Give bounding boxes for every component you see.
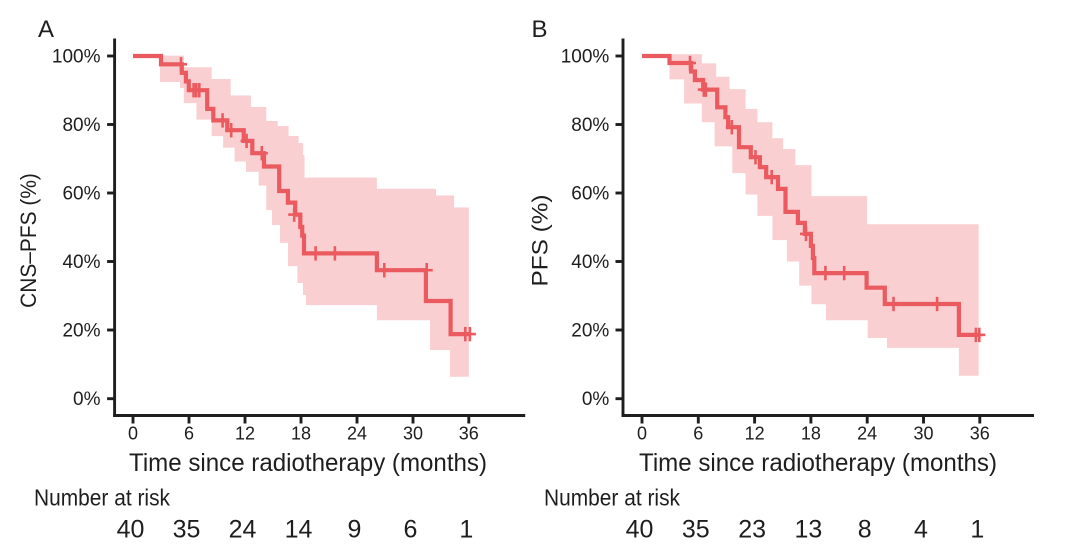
svg-text:8: 8 <box>858 516 872 544</box>
svg-text:6: 6 <box>404 516 418 544</box>
svg-text:Time since radiotherapy (month: Time since radiotherapy (months) <box>129 449 487 477</box>
svg-text:40%: 40% <box>571 252 609 273</box>
svg-text:35: 35 <box>682 516 710 544</box>
svg-text:12: 12 <box>745 424 765 444</box>
svg-text:CNS–PFS (%): CNS–PFS (%) <box>16 173 41 308</box>
svg-text:B: B <box>532 16 548 43</box>
svg-text:1: 1 <box>459 516 473 544</box>
svg-text:24: 24 <box>347 424 367 444</box>
svg-text:13: 13 <box>794 516 822 544</box>
svg-text:9: 9 <box>348 516 362 544</box>
svg-text:18: 18 <box>291 424 311 444</box>
svg-text:PFS (%): PFS (%) <box>528 195 553 287</box>
svg-text:4: 4 <box>914 516 928 544</box>
svg-text:1: 1 <box>970 516 984 544</box>
svg-text:Number at risk: Number at risk <box>544 485 680 511</box>
svg-text:80%: 80% <box>571 115 609 136</box>
svg-text:24: 24 <box>857 424 877 444</box>
svg-text:60%: 60% <box>571 183 609 204</box>
svg-text:36: 36 <box>459 424 479 444</box>
svg-text:Number at risk: Number at risk <box>34 485 170 511</box>
svg-text:30: 30 <box>403 424 423 444</box>
svg-text:40%: 40% <box>62 252 100 273</box>
svg-text:6: 6 <box>693 424 703 444</box>
svg-text:36: 36 <box>970 424 990 444</box>
svg-text:35: 35 <box>173 516 201 544</box>
svg-text:20%: 20% <box>62 320 100 341</box>
svg-text:24: 24 <box>229 516 257 544</box>
svg-text:0: 0 <box>128 424 138 444</box>
svg-text:30: 30 <box>913 424 933 444</box>
svg-text:12: 12 <box>235 424 255 444</box>
svg-text:100%: 100% <box>561 46 610 67</box>
svg-text:0%: 0% <box>73 389 101 410</box>
svg-text:Time since radiotherapy (month: Time since radiotherapy (months) <box>639 449 997 477</box>
svg-text:100%: 100% <box>52 46 101 67</box>
svg-text:40: 40 <box>626 516 654 544</box>
svg-text:0: 0 <box>637 424 647 444</box>
svg-text:A: A <box>38 16 54 43</box>
svg-text:0%: 0% <box>582 389 610 410</box>
svg-text:20%: 20% <box>571 320 609 341</box>
svg-text:14: 14 <box>285 516 313 544</box>
svg-text:23: 23 <box>738 516 766 544</box>
svg-text:6: 6 <box>184 424 194 444</box>
svg-text:18: 18 <box>801 424 821 444</box>
svg-text:80%: 80% <box>62 115 100 136</box>
svg-text:40: 40 <box>117 516 145 544</box>
svg-text:60%: 60% <box>62 183 100 204</box>
